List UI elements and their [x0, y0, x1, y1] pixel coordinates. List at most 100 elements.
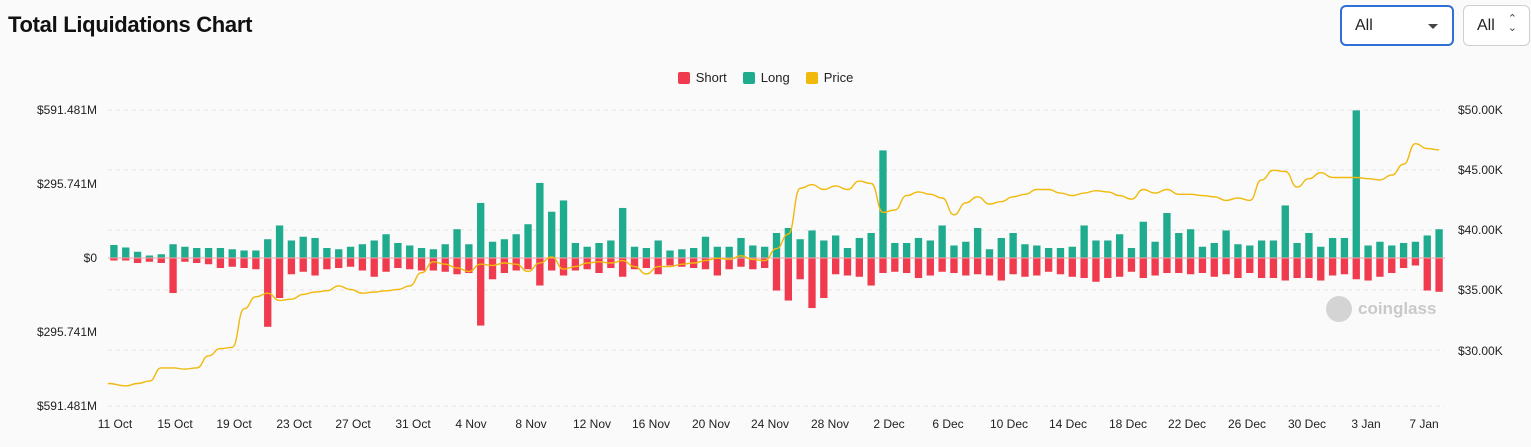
long-bar: [571, 242, 580, 258]
short-bar: [1423, 258, 1431, 291]
short-bar: [630, 258, 639, 270]
long-bar: [630, 246, 639, 258]
short-bar: [488, 258, 497, 280]
long-bar: [1352, 110, 1360, 258]
legend-item-short[interactable]: Short: [677, 70, 727, 85]
short-bar: [133, 258, 142, 264]
short-bar: [595, 258, 603, 274]
short-bar: [761, 258, 769, 269]
long-bar: [287, 240, 296, 258]
short-bar: [997, 258, 1005, 281]
long-bar: [985, 249, 994, 258]
long-bar: [1222, 230, 1230, 258]
short-bar: [1388, 258, 1396, 274]
short-bar: [228, 258, 236, 267]
short-bar: [1257, 258, 1266, 279]
short-bar: [1234, 258, 1242, 279]
long-bar: [1186, 229, 1195, 258]
short-bar: [299, 258, 307, 272]
long-bar: [678, 249, 686, 258]
short-bar: [311, 258, 319, 276]
short-bar: [323, 258, 331, 270]
long-bar: [204, 247, 213, 258]
long-bar: [843, 247, 852, 258]
short-bar: [252, 258, 260, 270]
long-bar: [820, 240, 828, 258]
short-bar: [1104, 258, 1112, 279]
range-select-value: All: [1477, 16, 1495, 34]
long-bar: [1080, 225, 1088, 258]
long-bar: [406, 245, 414, 258]
short-bar: [157, 258, 165, 264]
x-tick-label: 23 Oct: [276, 417, 312, 431]
short-bar: [1352, 258, 1360, 280]
short-bar: [1175, 258, 1183, 274]
short-bar: [1033, 258, 1041, 276]
x-tick-label: 4 Nov: [455, 417, 486, 431]
long-bar: [1198, 246, 1207, 258]
long-bar: [595, 242, 603, 258]
short-bar: [843, 258, 852, 276]
x-tick-label: 7 Jan: [1409, 417, 1438, 431]
short-bar: [701, 258, 710, 270]
short-bar: [855, 258, 863, 277]
x-tick-label: 6 Dec: [932, 417, 963, 431]
long-bar: [536, 182, 544, 258]
long-bar: [607, 240, 615, 258]
legend-item-long[interactable]: Long: [742, 70, 790, 85]
long-bar: [548, 211, 556, 258]
long-bar: [831, 235, 840, 258]
short-bar: [772, 258, 781, 291]
long-bar: [1234, 244, 1242, 258]
short-bar: [169, 258, 177, 294]
x-tick-label: 15 Oct: [157, 417, 193, 431]
short-bar: [1340, 258, 1349, 275]
long-bar: [1328, 237, 1337, 258]
x-tick-label: 27 Oct: [335, 417, 371, 431]
short-bar: [1115, 258, 1124, 277]
short-bar: [973, 258, 982, 275]
long-bar: [1305, 232, 1313, 258]
short-bar: [985, 258, 994, 276]
y-left-tick-label: $0: [84, 251, 98, 265]
short-bar: [406, 258, 414, 270]
short-bar: [1399, 258, 1408, 269]
y-right-tick-label: $45.00K: [1458, 163, 1503, 177]
y-right-tick-label: $40.00K: [1458, 223, 1503, 237]
short-bar: [867, 258, 875, 286]
long-bar: [488, 241, 497, 258]
x-tick-label: 10 Dec: [990, 417, 1028, 431]
short-bar: [204, 258, 213, 265]
long-bar: [122, 247, 130, 258]
coin-select[interactable]: All: [1340, 5, 1454, 46]
x-tick-label: 26 Dec: [1228, 417, 1266, 431]
short-bar: [1328, 258, 1337, 276]
range-select[interactable]: All ⌃ ⌄: [1463, 5, 1530, 46]
long-bar: [701, 236, 710, 258]
short-bar: [216, 258, 225, 269]
short-bar: [891, 258, 899, 272]
short-bar: [477, 258, 485, 326]
long-bar: [761, 246, 769, 258]
legend-item-price[interactable]: Price: [805, 70, 854, 85]
coin-select-value: All: [1355, 16, 1373, 34]
short-bar: [796, 258, 804, 280]
long-bar: [264, 239, 272, 258]
coinglass-watermark: coinglass: [1326, 296, 1436, 322]
short-bar: [370, 258, 378, 277]
long-bar: [1317, 246, 1325, 258]
short-bar: [678, 258, 686, 267]
long-bar: [902, 242, 911, 258]
short-bar: [145, 258, 154, 262]
short-bar: [453, 258, 461, 275]
short-bar: [725, 258, 733, 270]
short-bar: [666, 258, 674, 266]
short-bar: [1068, 258, 1076, 277]
x-tick-label: 14 Dec: [1049, 417, 1087, 431]
short-bar: [1376, 258, 1384, 277]
short-bar: [1151, 258, 1159, 276]
x-tick-label: 18 Dec: [1109, 417, 1147, 431]
long-bar: [1435, 229, 1443, 258]
legend-label-price: Price: [823, 70, 854, 85]
x-tick-label: 2 Dec: [873, 417, 904, 431]
